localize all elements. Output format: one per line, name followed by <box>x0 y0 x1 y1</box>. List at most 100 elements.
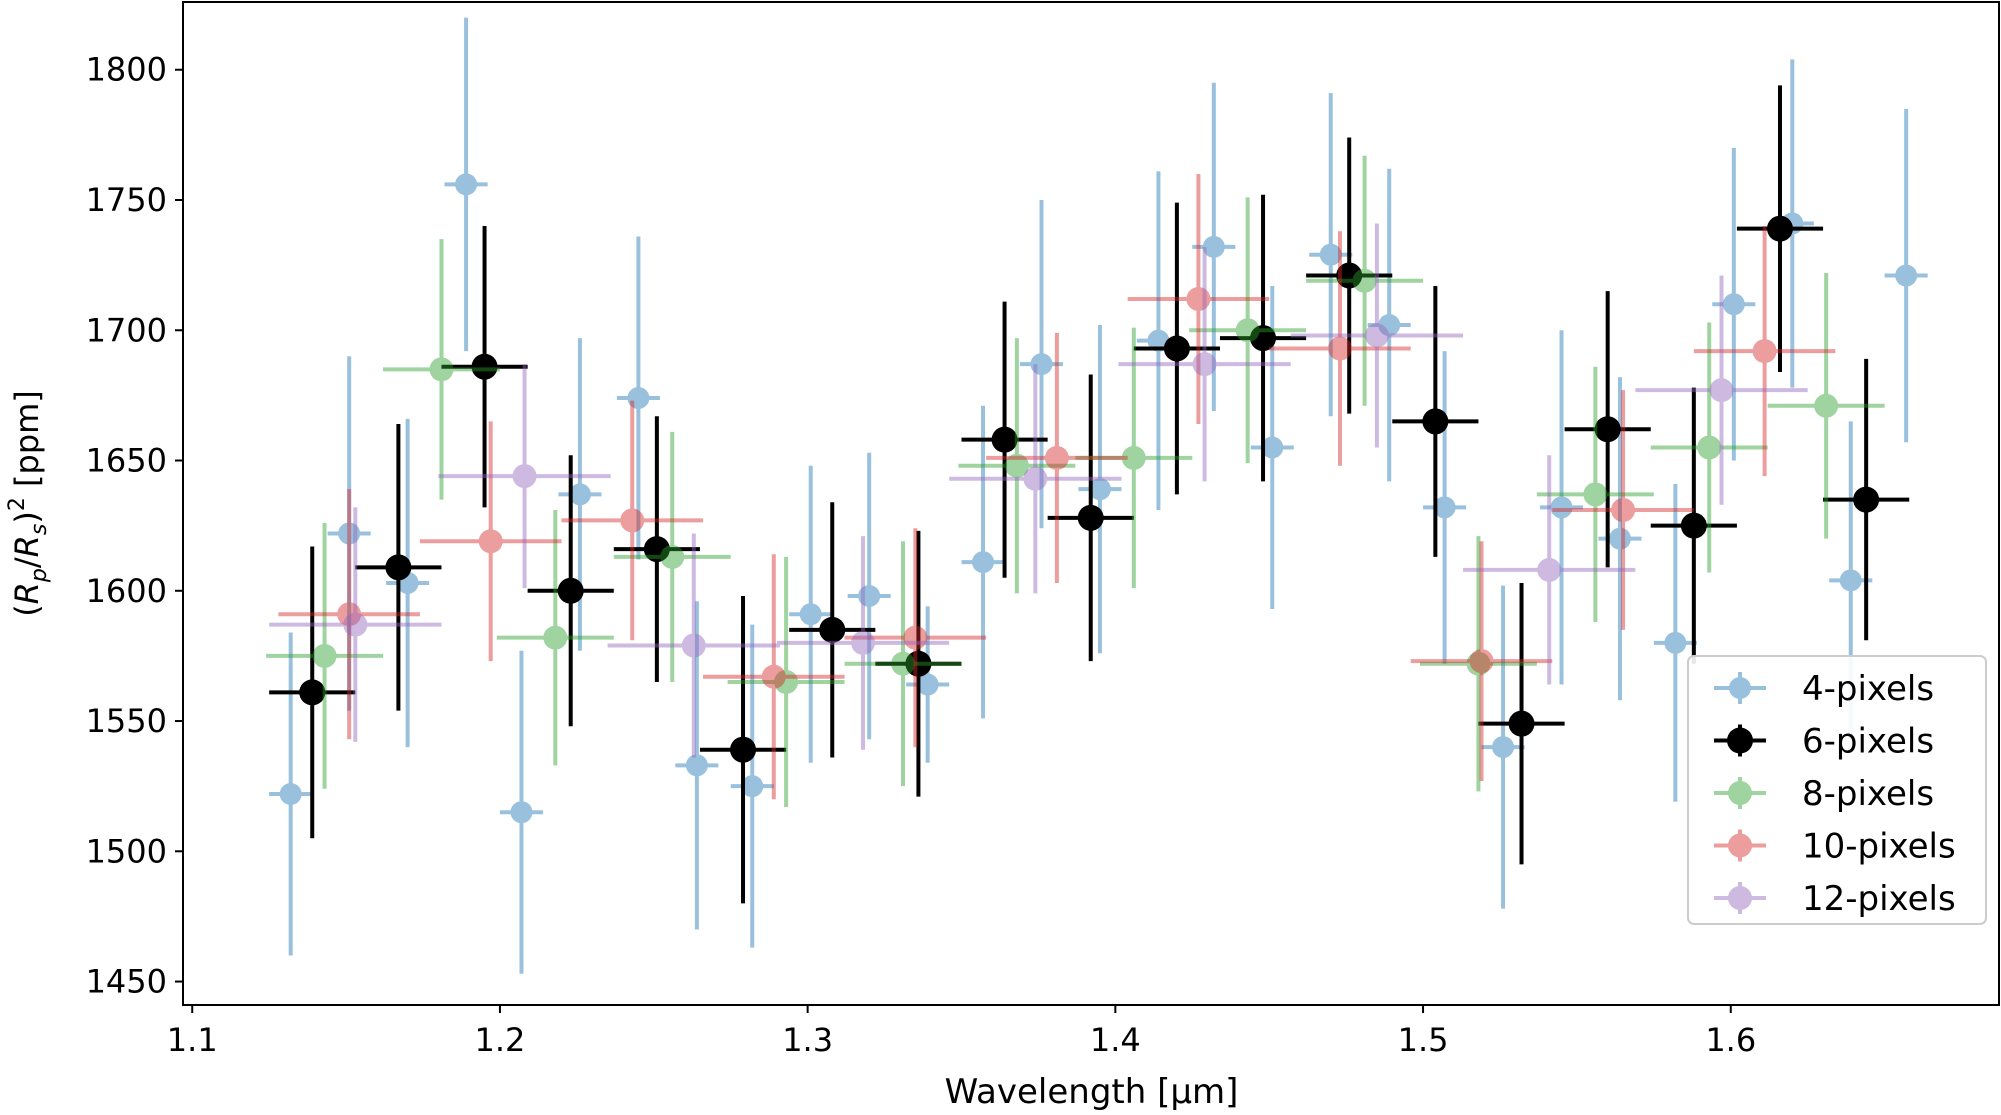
data-point <box>279 782 302 805</box>
data-point <box>1469 649 1494 674</box>
data-point <box>643 536 670 563</box>
data-point <box>1044 445 1069 470</box>
data-point <box>1192 352 1217 377</box>
data-point <box>1611 498 1636 523</box>
legend-entry-label: 12-pixels <box>1802 879 1956 919</box>
data-point <box>1680 512 1707 539</box>
data-point <box>1088 478 1111 501</box>
data-point <box>429 357 454 382</box>
data-point <box>1163 335 1190 362</box>
y-axis-label: (Rp/Rs)2 [ppm] <box>5 390 52 617</box>
data-point <box>761 664 786 689</box>
data-point <box>1895 264 1918 287</box>
y-tick-label: 1600 <box>86 572 167 610</box>
data-point <box>627 386 650 409</box>
data-point <box>620 508 645 533</box>
data-point <box>1709 378 1734 403</box>
data-point <box>1664 631 1687 654</box>
data-point <box>903 625 928 650</box>
data-point <box>1697 435 1722 460</box>
y-tick-label: 1800 <box>86 51 167 89</box>
data-point <box>1030 353 1053 376</box>
data-point <box>1378 314 1401 337</box>
y-tick-label: 1750 <box>86 181 167 219</box>
data-point <box>681 633 706 658</box>
legend-marker-dot <box>1727 727 1753 754</box>
data-point <box>510 801 533 824</box>
data-point <box>858 584 881 607</box>
data-point <box>1422 408 1449 435</box>
y-axis-ticks: 1450 1500 1550 1600 1650 1700 1750 1800 <box>86 51 183 1001</box>
plot-area-frame <box>182 1 2000 1006</box>
series-8-pixels <box>266 155 1885 808</box>
series-layer <box>266 17 1928 974</box>
data-point <box>730 736 757 763</box>
legend-entry-label: 4-pixels <box>1802 669 1934 709</box>
data-point <box>1752 339 1777 364</box>
data-point <box>1594 416 1621 443</box>
legend-entry-label: 10-pixels <box>1802 827 1956 867</box>
data-point <box>1077 504 1104 531</box>
legend-marker-dot <box>1729 677 1751 699</box>
data-point <box>1433 496 1456 519</box>
legend-marker-dot <box>1728 886 1752 910</box>
data-point <box>1327 336 1352 361</box>
data-point <box>385 554 412 581</box>
data-point <box>299 679 326 706</box>
data-point <box>1508 710 1535 737</box>
y-tick-label: 1550 <box>86 702 167 740</box>
data-point <box>1814 393 1839 418</box>
data-point <box>972 551 995 574</box>
legend-marker-8-pixels <box>1714 777 1766 809</box>
data-point <box>1722 293 1745 316</box>
data-point <box>557 577 584 604</box>
y-tick-label: 1700 <box>86 311 167 349</box>
data-point <box>1492 736 1515 759</box>
data-point <box>1839 569 1862 592</box>
x-axis-label: Wavelength [μm] <box>945 1072 1239 1112</box>
series-6-pixels <box>269 85 1910 904</box>
x-tick-label: 1.5 <box>1398 1021 1449 1059</box>
data-point <box>568 483 591 506</box>
data-point <box>685 754 708 777</box>
data-point <box>455 173 478 196</box>
data-point <box>741 775 764 798</box>
series-12-pixels <box>269 223 1808 758</box>
data-point <box>851 630 876 655</box>
data-point <box>1202 235 1225 258</box>
legend-entry-label: 6-pixels <box>1802 722 1934 762</box>
data-point <box>1250 325 1277 352</box>
legend-marker-6-pixels <box>1714 724 1766 757</box>
x-tick-label: 1.4 <box>1090 1021 1141 1059</box>
data-point <box>819 616 846 643</box>
legend-entry-label: 8-pixels <box>1802 774 1934 814</box>
data-point <box>1352 268 1377 293</box>
data-point <box>543 625 568 650</box>
data-point <box>1364 323 1389 348</box>
series-4-pixels <box>269 17 1928 974</box>
legend-box <box>1687 655 1987 925</box>
y-tick-label: 1450 <box>86 963 167 1001</box>
data-point <box>799 603 822 626</box>
x-tick-label: 1.3 <box>782 1021 833 1059</box>
legend-marker-dot <box>1728 781 1752 805</box>
data-point <box>1235 318 1260 343</box>
data-point <box>991 426 1018 453</box>
data-point <box>512 464 537 489</box>
data-point <box>1023 466 1048 491</box>
data-point <box>312 643 337 668</box>
data-point <box>478 529 503 554</box>
data-point <box>774 669 799 694</box>
data-point <box>471 353 498 380</box>
x-tick-label: 1.6 <box>1705 1021 1756 1059</box>
y-tick-label: 1500 <box>86 832 167 870</box>
x-tick-label: 1.1 <box>167 1021 218 1059</box>
data-point <box>1336 262 1363 289</box>
x-tick-label: 1.2 <box>474 1021 525 1059</box>
data-point <box>1121 445 1146 470</box>
legend-marker-4-pixels <box>1714 672 1766 704</box>
data-point <box>891 651 916 676</box>
series-10-pixels <box>278 173 1836 800</box>
